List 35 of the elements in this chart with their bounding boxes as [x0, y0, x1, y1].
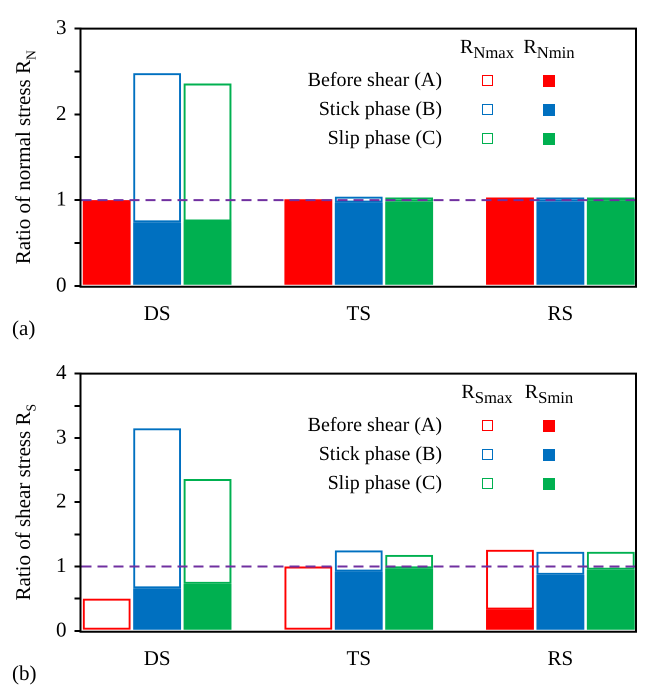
y-tick-label: 4 — [56, 360, 67, 384]
legend-label: Slip phase (C) — [326, 127, 443, 150]
legend-label: Stick phase (B) — [318, 98, 443, 121]
annotation: R$_{Nmin}$ — [522, 36, 576, 63]
x-tick-label: TS — [346, 300, 372, 325]
bar — [486, 197, 534, 285]
y-tick-label: 1 — [56, 553, 66, 578]
y-tick-label: 1 — [56, 186, 66, 211]
y-tick-label: 3 — [56, 424, 66, 448]
bar — [536, 202, 584, 285]
text: (b) — [12, 661, 36, 685]
annotation: R$_{Nmax}$ — [458, 36, 516, 63]
y-tick-label: 2 — [56, 100, 66, 125]
legend-label: Before shear (A) — [308, 69, 443, 92]
annotation: R$_{Smin}$ — [524, 381, 574, 408]
legend-label: Before shear (A) — [308, 414, 443, 437]
y-tick-label: 3 — [56, 15, 66, 40]
y-axis-title: Ratio of shear stress RS — [11, 404, 38, 600]
bar — [82, 200, 131, 285]
x-tick-label: TS — [346, 646, 372, 670]
x-tick-label: RS — [548, 300, 574, 325]
x-tick-label: RS — [548, 646, 574, 670]
legend-label: Stick phase (B) — [318, 443, 443, 466]
x-tick-label: DS — [144, 646, 171, 670]
y-tick-label: 0 — [56, 272, 66, 296]
legend-label: Slip phase (C) — [326, 472, 443, 495]
y-tick-label: 0 — [56, 617, 66, 642]
annotation: R$_{Smax}$ — [460, 381, 514, 408]
y-tick-label: 2 — [56, 488, 66, 513]
y-axis-title: Ratio of normal stress RN — [11, 50, 38, 264]
text: (a) — [12, 316, 36, 340]
bar — [586, 200, 635, 285]
x-tick-label: DS — [144, 300, 171, 325]
bar — [284, 199, 332, 285]
bar — [385, 202, 434, 285]
